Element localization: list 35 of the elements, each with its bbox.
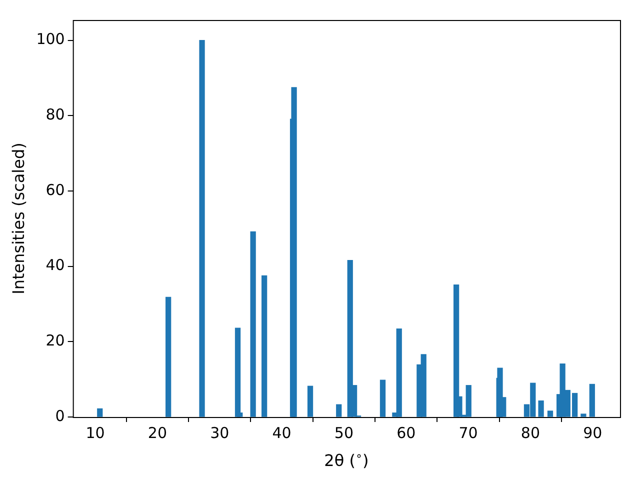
bar [547,410,554,417]
bar [250,231,256,417]
y-tick-label: 40 [46,256,65,274]
bar [234,328,241,417]
x-tick-label: 10 [86,424,105,442]
x-tick-label: 40 [272,424,292,442]
y-tick-label: 20 [46,332,65,350]
x-tick-label: 50 [334,424,354,442]
x-tick-label: 90 [583,424,602,442]
x-axis-title: 2θ (∘) [324,449,369,470]
x-tick-label: 20 [148,424,167,442]
bar [396,328,402,417]
bar [336,404,342,417]
x-tick-label: 60 [396,424,416,442]
bar [420,354,426,417]
bar [589,384,595,417]
x-tick-label: 70 [458,424,478,442]
bar [580,414,586,417]
bar [538,400,544,417]
bar [262,275,268,417]
bar [453,284,460,417]
bar [307,386,314,417]
bar [199,40,205,417]
y-tick-label: 0 [55,406,65,425]
y-tick-label: 60 [46,180,65,199]
x-tick-label: 80 [520,424,540,442]
bar [347,260,353,417]
y-tick-label: 100 [36,30,65,48]
bar [380,380,386,417]
x-tick-label: 30 [210,424,230,442]
bar [97,408,103,417]
bar [291,87,297,417]
y-tick-label: 80 [46,106,65,124]
y-axis-title: Intensities (scaled) [8,142,28,294]
bar [166,296,172,417]
